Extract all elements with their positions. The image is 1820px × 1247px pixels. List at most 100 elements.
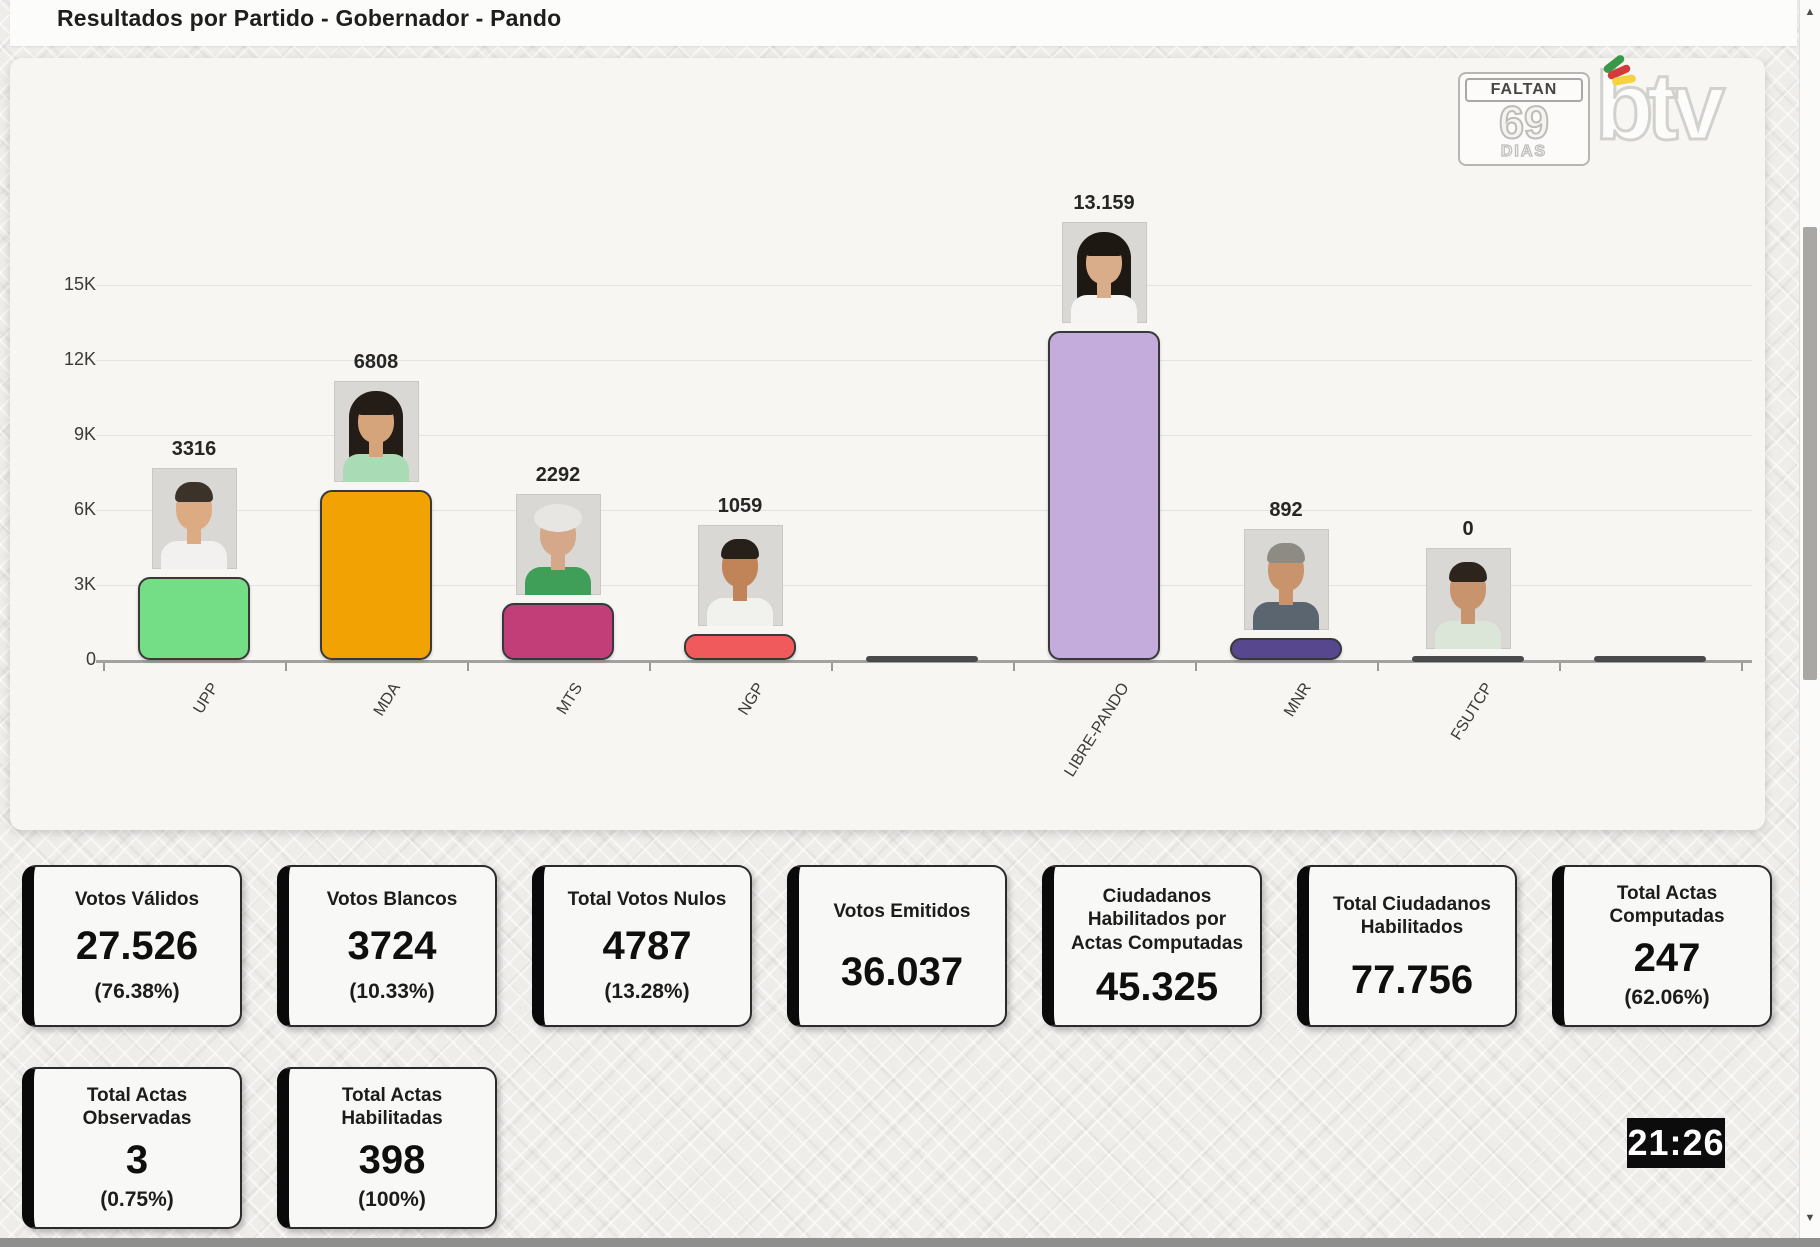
stat-value: 27.526 (75, 923, 199, 968)
y-axis-tick-label: 0 (85, 649, 96, 669)
y-axis-tick-label: 9K (73, 424, 96, 444)
scroll-up-icon[interactable]: ▲ (1804, 6, 1816, 18)
gridline (96, 360, 1752, 361)
stat-title: Total Actas Computadas (1609, 882, 1725, 928)
stat-card-total-actas-computadas: Total Actas Computadas 247 (62.06%) (1552, 865, 1772, 1027)
portrait-part (534, 503, 582, 532)
candidate-photo-mnr (1243, 528, 1329, 630)
portrait-part (1435, 621, 1501, 649)
stat-value: 398 (358, 1137, 426, 1182)
stat-title: Votos Válidos (74, 888, 200, 910)
portrait-part (1267, 542, 1305, 563)
x-axis-label-mnr: MNR (1280, 680, 1315, 720)
stat-percentage: (13.28%) (604, 980, 690, 1004)
portrait-part (721, 538, 759, 559)
stat-value: 3724 (347, 923, 437, 968)
page-title: Resultados por Partido - Gobernador - Pa… (57, 5, 562, 31)
stat-percentage: (100%) (358, 1188, 426, 1212)
stat-value: 3 (125, 1137, 149, 1182)
bar-value-label-libre-pando: 13.159 (1073, 192, 1135, 215)
bar-mts[interactable] (502, 602, 614, 660)
y-axis-tick-label: 15K (63, 274, 96, 294)
stat-percentage: (0.75%) (100, 1188, 174, 1212)
stat-value: 4787 (602, 923, 692, 968)
stat-value: 45.325 (1095, 965, 1219, 1010)
clock: 21:26 (1627, 1118, 1725, 1168)
axis-tick (467, 663, 469, 671)
portrait-part (1085, 236, 1123, 257)
stats-row-2: Total Actas Observadas 3 (0.75%) Total Acta… (22, 1067, 497, 1229)
bar-mnr[interactable] (1230, 637, 1342, 660)
axis-tick (285, 663, 287, 671)
axis-tick (649, 663, 651, 671)
vertical-scrollbar[interactable]: ▲ ▼ (1799, 0, 1820, 1240)
scroll-down-icon[interactable]: ▼ (1804, 1212, 1816, 1224)
bar-fsutcp[interactable] (1412, 656, 1524, 662)
portrait-part (343, 453, 409, 482)
stat-title: Ciudadanos Habilitados por Actas Computa… (1070, 885, 1244, 955)
candidate-photo-mts (515, 493, 601, 595)
y-axis-tick-label: 6K (73, 499, 96, 519)
scrollbar-thumb[interactable] (1803, 227, 1817, 680)
stat-title: Votos Emitidos (833, 901, 971, 923)
stat-title: Total Votos Nulos (567, 888, 727, 910)
gridline (96, 510, 1752, 511)
stat-card-ciudadanos-habilitados-por-actas-computadas: Ciudadanos Habilitados por Actas Computa… (1042, 865, 1262, 1027)
gridline (96, 585, 1752, 586)
stat-percentage: (76.38%) (94, 980, 180, 1004)
stat-card-total-votos-nulos: Total Votos Nulos 4787 (13.28%) (532, 865, 752, 1027)
portrait-part (357, 394, 395, 415)
portrait-part (175, 482, 213, 503)
candidate-photo-ngp (697, 524, 783, 626)
stats-row-1: Votos Válidos 27.526 (76.38%) Votos Blancos… (22, 865, 1772, 1027)
axis-tick (1377, 663, 1379, 671)
bar-value-label-mts: 2292 (535, 463, 581, 486)
axis-tick (1195, 663, 1197, 671)
stat-card-total-actas-habilitadas: Total Actas Habilitadas 398 (100%) (277, 1067, 497, 1229)
portrait-part (161, 541, 227, 570)
gridline (96, 285, 1752, 286)
bar-mda[interactable] (320, 489, 432, 660)
y-axis-tick-label: 3K (73, 574, 96, 594)
stat-value: 77.756 (1350, 957, 1474, 1002)
stat-card-votos-emitidos: Votos Emitidos 36.037 (787, 865, 1007, 1027)
portrait-part (1253, 601, 1319, 630)
stat-value: 36.037 (840, 949, 964, 994)
results-bar-chart: FALTAN 69 DIAS btv 0 3K 6K 9K 12K 15K 3316 UPP 6… (10, 52, 1765, 830)
axis-tick (831, 663, 833, 671)
stat-card-votos-validos: Votos Válidos 27.526 (76.38%) (22, 865, 242, 1027)
candidate-photo-libre-pando (1061, 222, 1147, 324)
portrait-part (525, 566, 591, 595)
countdown-label-bottom: DIAS (1500, 143, 1548, 160)
stat-title: Votos Blancos (326, 888, 458, 910)
bar-value-label-upp: 3316 (171, 438, 217, 461)
bar-empty-4[interactable] (866, 656, 978, 662)
bar-libre-pando[interactable] (1048, 331, 1160, 660)
axis-tick (1741, 663, 1743, 671)
x-axis-label-mts: MTS (554, 680, 587, 718)
stat-card-total-ciudadanos-habilitados: Total Ciudadanos Habilitados 77.756 (1297, 865, 1517, 1027)
bar-empty-8[interactable] (1594, 656, 1706, 662)
candidate-photo-upp (151, 468, 237, 570)
x-axis-label-mda: MDA (371, 680, 405, 720)
stat-card-total-actas-observadas: Total Actas Observadas 3 (0.75%) (22, 1067, 242, 1229)
bar-ngp[interactable] (684, 633, 796, 660)
portrait-part (1071, 295, 1137, 324)
countdown-widget: FALTAN 69 DIAS (1458, 72, 1590, 166)
stat-percentage: (62.06%) (1624, 986, 1710, 1010)
bottom-edge-strip (0, 1238, 1820, 1247)
stat-title: Total Actas Observadas (82, 1084, 192, 1130)
stat-value: 247 (1633, 935, 1701, 980)
countdown-number: 69 (1498, 97, 1550, 148)
axis-tick (103, 663, 105, 671)
candidate-photo-fsutcp (1425, 548, 1511, 649)
x-axis-label-libre-pando: LIBRE-PANDO (1061, 680, 1133, 780)
countdown-label-top: FALTAN (1465, 78, 1583, 102)
bar-upp[interactable] (138, 577, 250, 660)
stat-title: Total Ciudadanos Habilitados (1333, 893, 1491, 939)
x-axis-label-ngp: NGP (735, 680, 769, 719)
bar-value-label-mda: 6808 (353, 350, 399, 373)
stat-title: Total Actas Habilitadas (341, 1084, 443, 1130)
portrait-part (707, 597, 773, 626)
